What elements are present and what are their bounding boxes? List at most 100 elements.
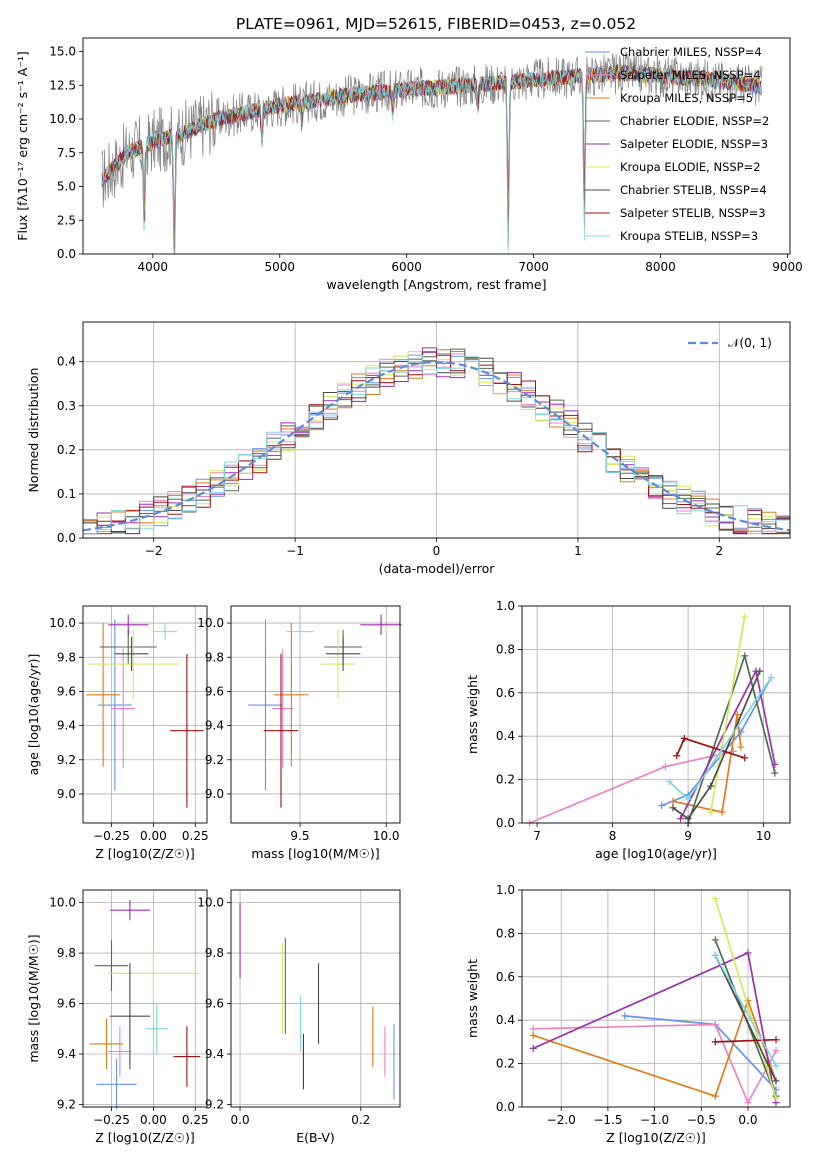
histogram-7 <box>83 351 790 535</box>
y-tick-label: 0.4 <box>496 729 515 743</box>
y-tick-label: 9.4 <box>57 1047 76 1061</box>
weight-line-2 <box>672 714 742 814</box>
x-axis-label: mass [log10(M/M☉)] <box>251 846 379 861</box>
y-tick-label: 9.0 <box>57 787 76 801</box>
y-tick-label: 9.6 <box>205 684 224 698</box>
weight-point <box>529 1031 537 1039</box>
y-tick-label: 10.0 <box>49 112 76 126</box>
x-tick-label: 0.0 <box>231 1113 250 1127</box>
weight-point <box>711 1021 719 1029</box>
weight-point <box>684 795 692 803</box>
y-tick-label: 12.5 <box>49 78 76 92</box>
legend-entry: Chabrier MILES, NSSP=4 <box>620 45 762 59</box>
x-tick-label: −1.0 <box>640 1113 669 1127</box>
y-tick-label: 9.6 <box>57 997 76 1011</box>
x-tick-label: 5000 <box>264 260 295 274</box>
spectrum-lines <box>101 51 763 254</box>
y-tick-label: 0.0 <box>57 531 76 545</box>
x-tick-label: 10 <box>756 829 771 843</box>
x-tick-label: −2.0 <box>547 1113 576 1127</box>
weight-point <box>677 815 685 823</box>
weight-point <box>741 613 749 621</box>
x-axis-label: Z [log10(Z/Z☉)] <box>606 1130 706 1145</box>
x-tick-label: 8000 <box>645 260 676 274</box>
weight-point <box>718 808 726 816</box>
y-tick-label: 9.8 <box>205 650 224 664</box>
x-tick-label: 9.5 <box>290 829 309 843</box>
legend-entry: Salpeter ELODIE, NSSP=3 <box>620 137 768 151</box>
legend-entry: Salpeter MILES, NSSP=4 <box>620 68 761 82</box>
y-tick-label: 9.4 <box>57 719 76 733</box>
weight-point <box>772 1036 780 1044</box>
y-tick-label: 0.0 <box>57 247 76 261</box>
x-tick-label: 10.0 <box>373 829 400 843</box>
y-tick-label: 9.4 <box>205 1047 224 1061</box>
chart-residuals: 𝒩(0, 1) −2 −1 0 1 2 0.0 0.1 0.2 0.3 0.4 (data-model… <box>26 321 791 576</box>
y-tick-label: 9.8 <box>57 946 76 960</box>
weight-point <box>744 1099 752 1107</box>
axes-frame <box>521 605 791 824</box>
y-tick-label: 0.8 <box>496 926 515 940</box>
weight-line-1 <box>533 1023 777 1105</box>
weight-point <box>771 769 779 777</box>
y-tick-label: 0.3 <box>57 399 76 413</box>
x-axis-label: wavelength [Angstrom, rest frame] <box>326 277 546 292</box>
y-tick-label: 1.0 <box>496 599 515 613</box>
histogram-6 <box>83 357 790 535</box>
y-tick-label: 5.0 <box>57 180 76 194</box>
legend-entry: Salpeter STELIB, NSSP=3 <box>620 206 766 220</box>
x-tick-label: −1 <box>286 544 304 558</box>
y-tick-label: 0.0 <box>496 816 515 830</box>
x-tick-label: 0.00 <box>140 1113 167 1127</box>
weight-point <box>771 760 779 768</box>
y-tick-label: 0.4 <box>57 355 76 369</box>
figure-title: PLATE=0961, MJD=52615, FIBERID=0453, z=0… <box>236 15 636 33</box>
weight-point <box>665 778 673 786</box>
y-tick-label: 9.4 <box>205 719 224 733</box>
legend-entry: Chabrier STELIB, NSSP=4 <box>620 183 767 197</box>
weight-line-7 <box>715 1038 777 1043</box>
y-tick-label: 9.2 <box>205 753 224 767</box>
weight-line-8 <box>714 954 777 1067</box>
x-tick-label: 7000 <box>518 260 549 274</box>
chart-mass-vs-Z: −0.25 0.00 0.25 9.2 9.4 9.6 9.8 10.0 Z [log10(Z/… <box>26 889 209 1145</box>
x-tick-label: 4000 <box>138 260 169 274</box>
weight-point <box>661 763 669 771</box>
histograms <box>83 347 790 535</box>
weight-point <box>772 1062 780 1070</box>
y-tick-label: 10.0 <box>49 896 76 910</box>
y-tick-label: 9.8 <box>57 650 76 664</box>
weight-point <box>707 782 715 790</box>
y-tick-label: 0.2 <box>57 443 76 457</box>
y-axis-label: age [log10(age/yr)] <box>26 654 41 776</box>
weight-point <box>669 804 677 812</box>
normal-curve <box>83 360 790 532</box>
y-axis-label: mass weight <box>465 959 480 1038</box>
weight-line-5 <box>709 616 746 813</box>
weight-point <box>733 711 741 718</box>
y-axis-label: Normed distribution <box>26 368 41 493</box>
weight-point <box>669 797 677 805</box>
weight-line-6 <box>714 954 777 1082</box>
x-tick-label: −0.25 <box>93 829 130 843</box>
chart-spectrum: Chabrier MILES, NSSP=4 Salpeter MILES, NS… <box>15 37 803 292</box>
charts-container: Chabrier MILES, NSSP=4 Salpeter MILES, NS… <box>15 37 803 1145</box>
legend-entry: Kroupa ELODIE, NSSP=2 <box>620 160 761 174</box>
axes-frame <box>230 889 401 1108</box>
y-tick-label: 0.1 <box>57 487 76 501</box>
x-tick-label: 8 <box>609 829 617 843</box>
weight-point <box>737 743 745 751</box>
axes-frame <box>521 889 791 1108</box>
weight-point <box>741 754 749 762</box>
x-tick-label: 0.25 <box>182 1113 209 1127</box>
y-tick-label: 9.8 <box>205 946 224 960</box>
axes-frame <box>82 605 208 824</box>
x-axis-label: Z [log10(Z/Z☉)] <box>95 1130 195 1145</box>
x-tick-label: 2 <box>715 544 723 558</box>
x-tick-label: −1.5 <box>593 1113 622 1127</box>
y-tick-label: 0.0 <box>496 1100 515 1114</box>
axes-frame <box>82 37 791 255</box>
y-tick-label: 10.0 <box>49 616 76 630</box>
y-tick-label: 0.6 <box>496 970 515 984</box>
x-tick-label: 0.25 <box>182 829 209 843</box>
